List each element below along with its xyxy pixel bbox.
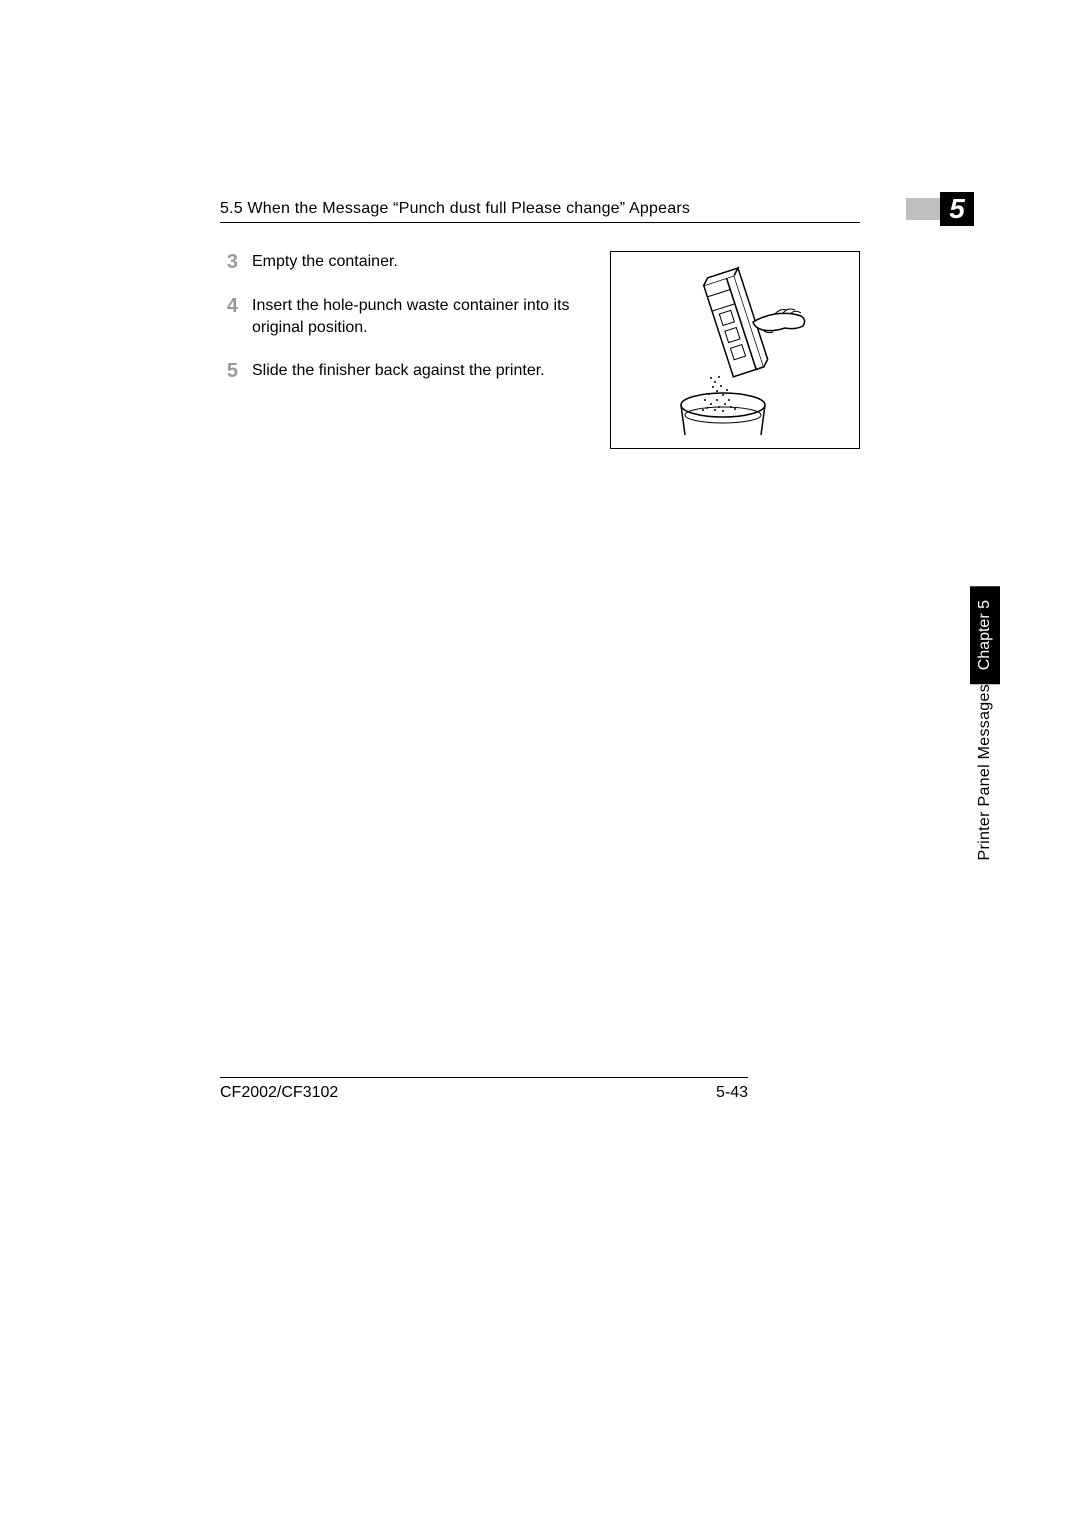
page-footer: CF2002/CF3102 5-43: [220, 1077, 748, 1102]
chapter-indicator: 5: [906, 192, 974, 226]
steps-list: 3 Empty the container. 4 Insert the hole…: [220, 251, 590, 449]
footer-page-number: 5-43: [716, 1084, 748, 1102]
step-number: 5: [220, 360, 238, 382]
footer-model: CF2002/CF3102: [220, 1084, 338, 1102]
step-item: 5 Slide the finisher back against the pr…: [220, 360, 590, 382]
instruction-figure: [610, 251, 860, 449]
chapter-number: 5: [940, 192, 974, 226]
step-number: 3: [220, 251, 238, 273]
page-content: 5.5 When the Message “Punch dust full Pl…: [220, 200, 860, 449]
content-area: 3 Empty the container. 4 Insert the hole…: [220, 251, 860, 449]
section-title: 5.5 When the Message “Punch dust full Pl…: [220, 200, 690, 218]
empty-container-illustration: [635, 260, 835, 440]
tab-chapter-label: Chapter 5: [970, 586, 1000, 684]
step-item: 3 Empty the container.: [220, 251, 590, 273]
step-text: Slide the finisher back against the prin…: [252, 360, 590, 382]
step-text: Insert the hole-punch waste container in…: [252, 295, 590, 338]
chapter-bar: [906, 198, 940, 220]
tab-section-label: Printer Panel Messages: [976, 684, 994, 878]
side-tab: Chapter 5 Printer Panel Messages: [970, 586, 1000, 879]
page-header: 5.5 When the Message “Punch dust full Pl…: [220, 200, 860, 223]
step-number: 4: [220, 295, 238, 338]
step-item: 4 Insert the hole-punch waste container …: [220, 295, 590, 338]
step-text: Empty the container.: [252, 251, 590, 273]
